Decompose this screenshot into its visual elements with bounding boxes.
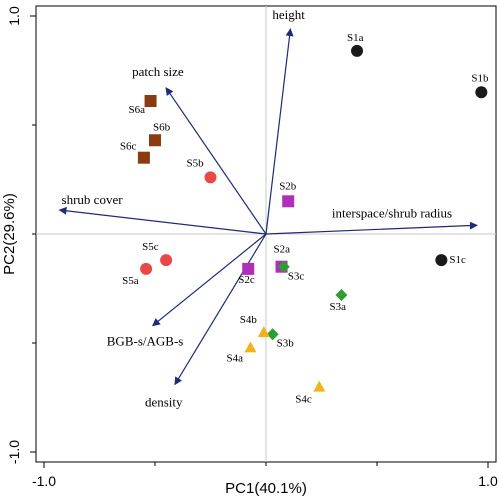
point-label: S5b [187,157,205,169]
point-s6a [144,95,157,108]
point-s2c [242,262,255,275]
vector-arrow-patch-size [165,87,267,235]
point-s1b [475,86,488,99]
point-label: S3a [329,301,346,313]
point-s6c [137,151,150,164]
point-label: S5a [122,275,139,287]
y-tick-label: 1.0 [6,6,22,26]
point-label: S1c [449,254,466,266]
point-label: S6b [153,121,171,133]
vector-label: density [145,394,183,409]
vector-arrow-interspace-shrub-radius [265,221,478,235]
vector-label: BGB-s/AGB-s [107,334,184,349]
point-s2b [282,195,295,208]
point-s1a [351,44,364,57]
point-label: S3b [277,337,295,349]
vector-arrow-shrub-cover [58,206,267,235]
vector-arrow-density [174,233,267,386]
point-s4b [257,326,270,338]
point-label: S1a [347,32,364,44]
point-label: S3c [288,271,305,283]
vector-arrow-bgb-s-agb-s [152,233,267,327]
point-s3c [277,260,290,273]
point-label: S4b [240,314,258,326]
point-label: S1b [471,72,489,84]
point-label: S2a [274,244,291,256]
point-label: S4c [295,394,312,406]
point-label: S2c [238,274,255,286]
vector-label: shrub cover [62,192,124,207]
point-s3b [266,328,279,341]
vector-label: interspace/shrub radius [332,205,452,220]
point-label: S5c [142,241,159,253]
vector-label: height [272,7,305,22]
point-s5b [204,171,217,184]
x-tick-label: -1.0 [32,473,56,489]
point-s6b [149,134,161,147]
point-s4a [244,341,257,353]
point-label: S6a [129,104,146,116]
y-tick-label: -1.0 [6,440,22,464]
vector-arrow-height [265,28,294,235]
x-axis-title: PC1(40.1%) [225,480,307,497]
point-s5a [140,262,153,275]
point-label: S6c [120,141,137,153]
x-tick-label: 1.0 [478,473,498,489]
point-s4c [313,380,326,392]
point-s3a [335,289,348,302]
point-label: S2b [279,180,297,192]
y-axis-title: PC2(29.6%) [1,193,18,275]
point-s5c [160,254,173,267]
point-s1c [435,254,448,267]
point-label: S4a [226,352,243,364]
vector-label: patch size [132,64,184,79]
